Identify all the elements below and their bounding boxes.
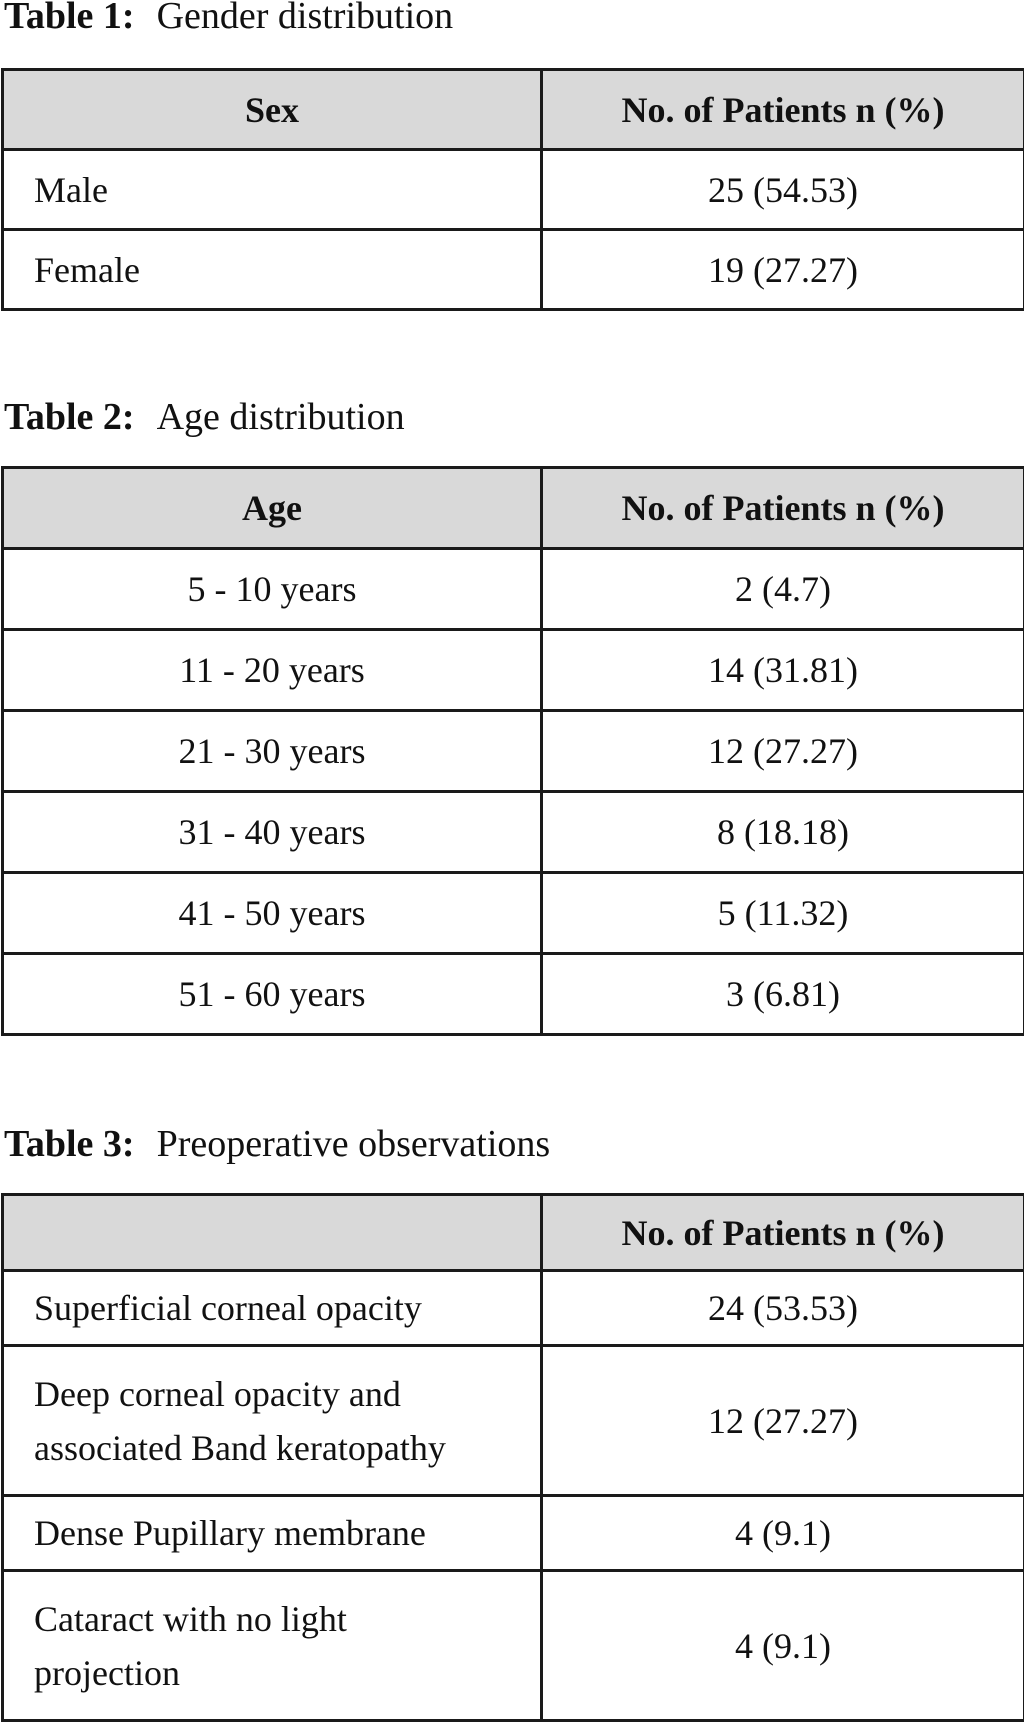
column-header-sex: Sex [1,68,543,151]
table-row: Cataract with no light projection 4 (9.1… [1,1569,1024,1722]
row-label: Dense Pupillary membrane [1,1494,543,1572]
table3-number: Table 3: [4,1123,135,1165]
column-header-patients: No. of Patients n (%) [540,1193,1024,1272]
row-label: 11 - 20 years [1,628,543,712]
table-row: 11 - 20 years 14 (31.81) [1,628,1024,712]
row-label: Cataract with no light projection [1,1569,543,1722]
column-header-patients: No. of Patients n (%) [540,68,1024,151]
table-header-row: Age No. of Patients n (%) [1,466,1024,550]
table-header-row: Sex No. of Patients n (%) [1,68,1024,151]
row-label: Deep corneal opacity and associated Band… [1,1344,543,1497]
row-value: 12 (27.27) [540,709,1024,793]
table-row: 21 - 30 years 12 (27.27) [1,709,1024,793]
row-value: 24 (53.53) [540,1269,1024,1347]
table2-caption: Table 2: Age distribution [4,395,405,439]
table-row: Dense Pupillary membrane 4 (9.1) [1,1494,1024,1572]
row-label: 5 - 10 years [1,547,543,631]
column-header-age: Age [1,466,543,550]
table1-number: Table 1: [4,0,135,37]
row-label: Female [1,228,543,311]
row-value: 12 (27.27) [540,1344,1024,1497]
table-header-row: No. of Patients n (%) [1,1193,1024,1272]
gender-distribution-table: Sex No. of Patients n (%) Male 25 (54.53… [1,68,1024,311]
table3-title: Preoperative observations [156,1123,551,1165]
table-row: 31 - 40 years 8 (18.18) [1,790,1024,874]
row-label: 31 - 40 years [1,790,543,874]
table-row: Male 25 (54.53) [1,148,1024,231]
table3-caption: Table 3: Preoperative observations [4,1122,550,1166]
row-value: 25 (54.53) [540,148,1024,231]
table-row: Deep corneal opacity and associated Band… [1,1344,1024,1497]
row-value: 2 (4.7) [540,547,1024,631]
row-value: 14 (31.81) [540,628,1024,712]
row-value: 8 (18.18) [540,790,1024,874]
table-row: 5 - 10 years 2 (4.7) [1,547,1024,631]
table2-title: Age distribution [156,396,405,438]
row-value: 4 (9.1) [540,1494,1024,1572]
row-label: Male [1,148,543,231]
table-row: Superficial corneal opacity 24 (53.53) [1,1269,1024,1347]
row-value: 5 (11.32) [540,871,1024,955]
row-label: 21 - 30 years [1,709,543,793]
table-row: 41 - 50 years 5 (11.32) [1,871,1024,955]
row-value: 3 (6.81) [540,952,1024,1036]
row-label: Superficial corneal opacity [1,1269,543,1347]
age-distribution-table: Age No. of Patients n (%) 5 - 10 years 2… [1,466,1024,1036]
column-header-observation [1,1193,543,1272]
table2-number: Table 2: [4,396,135,438]
row-label: 51 - 60 years [1,952,543,1036]
preoperative-observations-table: No. of Patients n (%) Superficial cornea… [1,1193,1024,1722]
column-header-patients: No. of Patients n (%) [540,466,1024,550]
table-row: Female 19 (27.27) [1,228,1024,311]
row-value: 19 (27.27) [540,228,1024,311]
table1-title: Gender distribution [156,0,454,37]
row-label: 41 - 50 years [1,871,543,955]
row-value: 4 (9.1) [540,1569,1024,1722]
table1-caption: Table 1: Gender distribution [4,0,453,38]
table-row: 51 - 60 years 3 (6.81) [1,952,1024,1036]
